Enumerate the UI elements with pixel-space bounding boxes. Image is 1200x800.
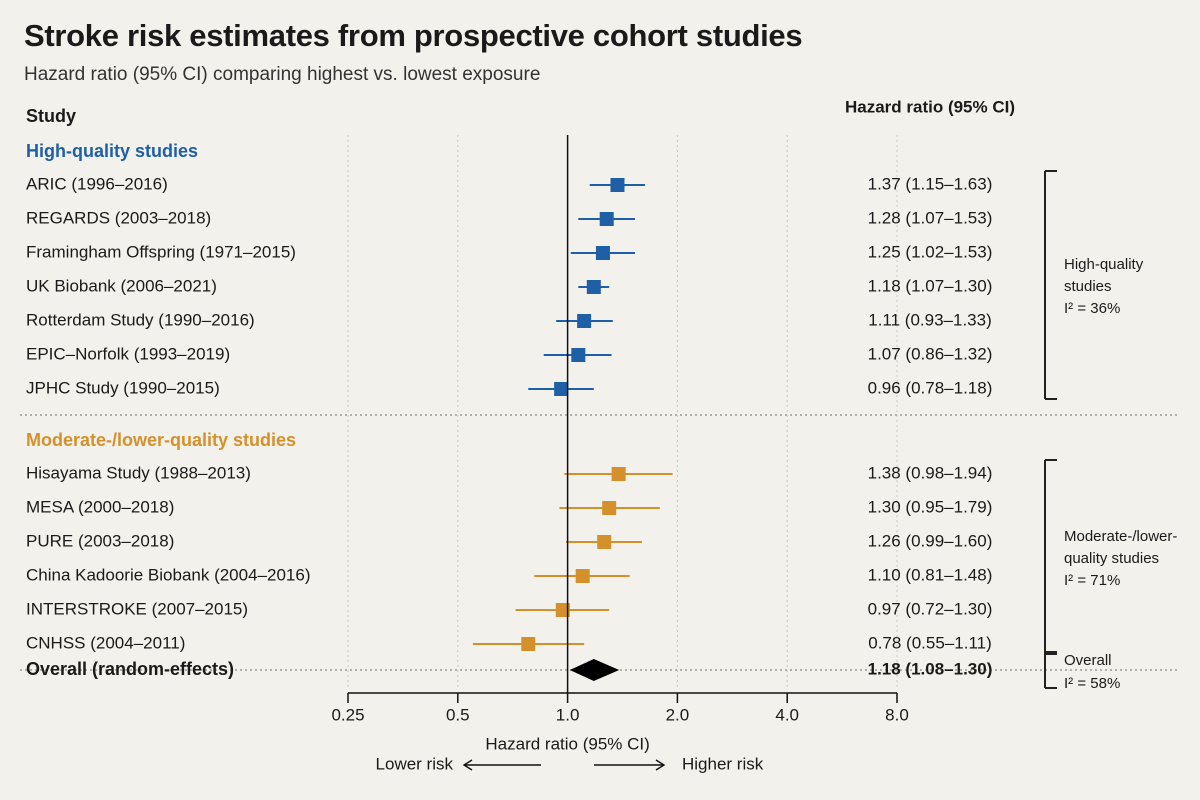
chart-subtitle: Hazard ratio (95% CI) comparing highest … [24, 64, 541, 85]
group-header: High-quality studies [26, 141, 198, 161]
study-label: CNHSS (2004–2011) [26, 633, 185, 652]
hr-ci-value: 1.38 (0.98–1.94) [868, 463, 993, 482]
study-label: MESA (2000–2018) [26, 497, 174, 516]
chart-title: Stroke risk estimates from prospective c… [24, 18, 803, 53]
point-estimate-square [610, 178, 625, 192]
heterogeneity-label: studies [1064, 278, 1112, 295]
point-estimate-square [577, 314, 592, 328]
hr-ci-value: 1.11 (0.93–1.33) [868, 310, 992, 329]
hr-ci-value: 1.18 (1.07–1.30) [868, 276, 993, 295]
hr-ci-value: 1.37 (1.15–1.63) [868, 174, 993, 193]
point-estimate-square [597, 535, 612, 549]
x-tick-label: 1.0 [556, 705, 580, 724]
study-label: China Kadoorie Biobank (2004–2016) [26, 565, 310, 584]
point-estimate-square [602, 501, 617, 515]
heterogeneity-label: Overall [1064, 652, 1112, 669]
hr-ci-value: 1.26 (0.99–1.60) [868, 531, 993, 550]
heterogeneity-i2: I² = 36% [1064, 300, 1120, 317]
hr-ci-value: 1.07 (0.86–1.32) [868, 344, 993, 363]
hr-ci-value: 0.78 (0.55–1.11) [868, 633, 992, 652]
point-estimate-square [571, 348, 586, 362]
point-estimate-square [595, 246, 610, 260]
point-estimate-square [599, 212, 614, 226]
x-tick-label: 0.25 [331, 705, 364, 724]
hr-ci-value: 1.28 (1.07–1.53) [868, 208, 993, 227]
study-label: REGARDS (2003–2018) [26, 208, 211, 227]
point-estimate-square [554, 382, 569, 396]
hr-column-header: Hazard ratio (95% CI) [845, 97, 1015, 116]
study-label: Framingham Offspring (1971–2015) [26, 242, 296, 261]
x-tick-label: 8.0 [885, 705, 909, 724]
point-estimate-square [611, 467, 626, 481]
x-tick-label: 2.0 [666, 705, 690, 724]
study-label: ARIC (1996–2016) [26, 174, 168, 193]
study-label: EPIC–Norfolk (1993–2019) [26, 344, 230, 363]
overall-diamond [569, 659, 620, 681]
point-estimate-square [521, 637, 536, 651]
heterogeneity-label: quality studies [1064, 550, 1159, 567]
study-label: UK Biobank (2006–2021) [26, 276, 217, 295]
study-label: INTERSTROKE (2007–2015) [26, 599, 248, 618]
higher-risk-arrowhead [655, 759, 666, 771]
group-header: Moderate-/lower-quality studies [26, 430, 296, 450]
study-column-header: Study [26, 106, 76, 126]
heterogeneity-i2: I² = 71% [1064, 572, 1120, 589]
x-tick-label: 0.5 [446, 705, 470, 724]
lower-risk-label: Lower risk [376, 754, 454, 773]
overall-label: Overall (random-effects) [26, 659, 234, 679]
overall-hr-ci-value: 1.18 (1.08–1.30) [868, 659, 993, 678]
hr-ci-value: 1.10 (0.81–1.48) [868, 565, 993, 584]
hr-ci-value: 1.30 (0.95–1.79) [868, 497, 993, 516]
study-label: JPHC Study (1990–2015) [26, 378, 220, 397]
hr-ci-value: 0.96 (0.78–1.18) [868, 378, 993, 397]
study-label: PURE (2003–2018) [26, 531, 174, 550]
point-estimate-square [555, 603, 570, 617]
hr-ci-value: 0.97 (0.72–1.30) [868, 599, 993, 618]
heterogeneity-i2: I² = 58% [1064, 675, 1120, 692]
x-tick-label: 4.0 [775, 705, 799, 724]
heterogeneity-label: High-quality [1064, 256, 1144, 273]
heterogeneity-label: Moderate-/lower- [1064, 528, 1177, 545]
x-axis-label: Hazard ratio (95% CI) [485, 734, 649, 753]
lower-risk-arrowhead [462, 759, 473, 771]
hr-ci-value: 1.25 (1.02–1.53) [868, 242, 993, 261]
point-estimate-square [575, 569, 590, 583]
study-label: Rotterdam Study (1990–2016) [26, 310, 255, 329]
study-label: Hisayama Study (1988–2013) [26, 463, 251, 482]
point-estimate-square [586, 280, 601, 294]
higher-risk-label: Higher risk [682, 754, 764, 773]
